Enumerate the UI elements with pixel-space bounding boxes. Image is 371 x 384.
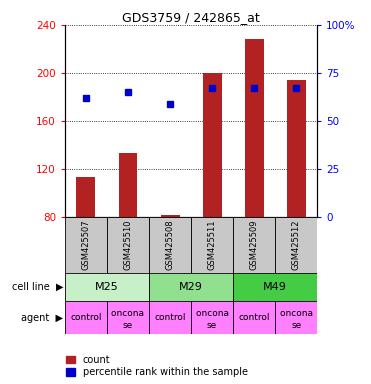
Text: onco⁠na: onco⁠na xyxy=(112,310,144,318)
Text: control: control xyxy=(239,313,270,322)
Bar xyxy=(65,217,107,273)
Text: GSM425512: GSM425512 xyxy=(292,220,301,270)
Text: control: control xyxy=(70,313,102,322)
Title: GDS3759 / 242865_at: GDS3759 / 242865_at xyxy=(122,11,260,24)
Text: GSM425508: GSM425508 xyxy=(165,220,174,270)
Text: onco⁠na: onco⁠na xyxy=(196,310,229,318)
Text: M29: M29 xyxy=(179,282,203,292)
Bar xyxy=(149,273,233,301)
Bar xyxy=(149,301,191,334)
Text: onco⁠na: onco⁠na xyxy=(280,310,313,318)
Text: M49: M49 xyxy=(263,282,287,292)
Bar xyxy=(107,217,149,273)
Bar xyxy=(191,301,233,334)
Text: M25: M25 xyxy=(95,282,119,292)
Bar xyxy=(275,217,317,273)
Text: GSM425509: GSM425509 xyxy=(250,220,259,270)
Text: cell line  ▶: cell line ▶ xyxy=(12,282,63,292)
Bar xyxy=(65,273,149,301)
Bar xyxy=(233,301,275,334)
Bar xyxy=(107,301,149,334)
Bar xyxy=(191,217,233,273)
Legend: count, percentile rank within the sample: count, percentile rank within the sample xyxy=(66,355,247,377)
Bar xyxy=(275,301,317,334)
Text: GSM425511: GSM425511 xyxy=(208,220,217,270)
Text: GSM425510: GSM425510 xyxy=(124,220,132,270)
Bar xyxy=(65,301,107,334)
Bar xyxy=(233,217,275,273)
Text: agent  ▶: agent ▶ xyxy=(21,313,63,323)
Text: se: se xyxy=(207,321,217,330)
Bar xyxy=(161,215,180,217)
Bar xyxy=(149,217,191,273)
Text: control: control xyxy=(154,313,186,322)
Bar xyxy=(118,153,137,217)
Text: GSM425507: GSM425507 xyxy=(82,220,91,270)
Bar xyxy=(287,80,306,217)
Text: se: se xyxy=(123,321,133,330)
Bar xyxy=(203,73,221,217)
Bar xyxy=(233,273,317,301)
Text: se: se xyxy=(291,321,301,330)
Bar xyxy=(245,40,263,217)
Bar xyxy=(76,177,95,217)
